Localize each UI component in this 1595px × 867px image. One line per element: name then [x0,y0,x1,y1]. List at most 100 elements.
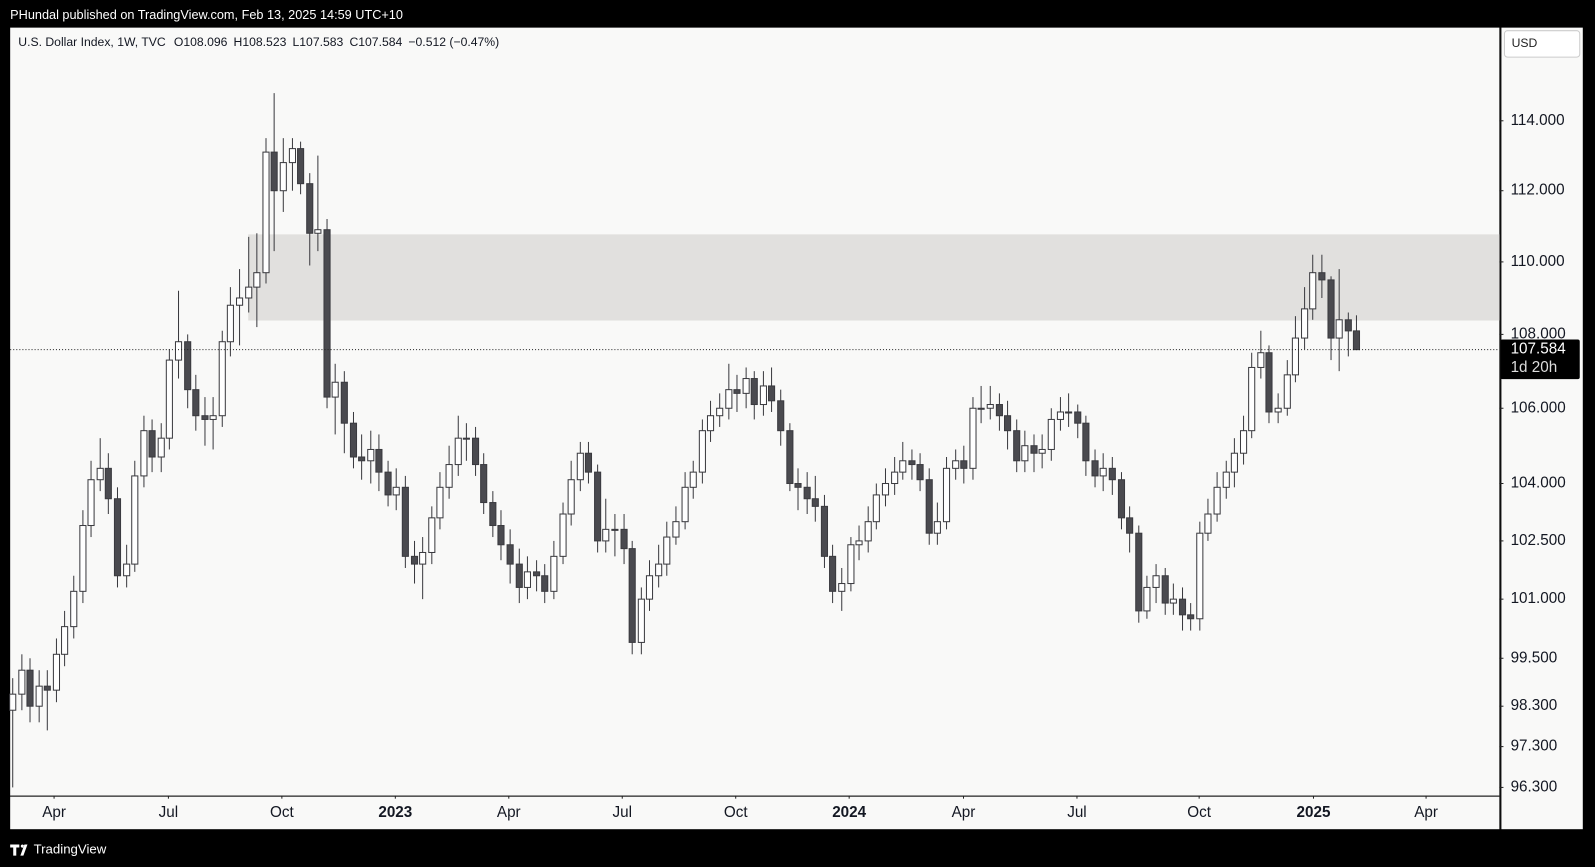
candle-body [986,404,994,409]
x-tick-label: Oct [724,804,748,821]
candle-body [1143,586,1151,612]
candle-body [314,229,322,234]
candle-body [1030,445,1038,454]
candle-body [811,498,819,507]
candle-body [584,452,593,473]
legend: U.S. Dollar Index, 1W, TVC O108.096 H108.5… [18,35,499,49]
candle-body [1003,415,1012,432]
candle-body [1021,445,1029,462]
candle-body [401,486,409,557]
candle-body [523,571,531,588]
y-tick-label: 108.000 [1511,325,1566,342]
y-tick-label: 97.300 [1511,738,1558,755]
candle-body [1335,319,1343,339]
candle-body [52,653,61,691]
candle-body [1230,452,1238,473]
candle-body [891,471,899,485]
candle-body [916,464,924,481]
candle-body [165,359,173,439]
footer-brand: TradingView [34,842,107,857]
y-tick-label: 101.000 [1511,590,1566,607]
y-tick-label: 102.500 [1511,532,1566,549]
candle-body [96,467,104,481]
candle-body [87,479,95,527]
last-price: 107.584 [1511,341,1567,358]
publisher-line: PHundal published on TradingView.com, Fe… [10,7,403,22]
candle-body [1283,374,1291,409]
candle-body [61,626,69,655]
candle-body [1091,460,1099,477]
y-tick-label: 112.000 [1511,182,1565,199]
candle-body [541,575,549,592]
candle-body [803,486,811,500]
candle-body [637,598,645,643]
candle-body [533,571,541,577]
candle-body [960,460,968,469]
symbol: U.S. Dollar Index, 1W, TVC [18,35,166,49]
price-axis [1501,27,1583,830]
candle-body [777,400,785,432]
candle-body [1038,448,1046,454]
candle-body [1352,330,1361,351]
candle-body [226,304,234,343]
candle-body [1239,430,1248,454]
candle-body [759,385,767,406]
x-tick-label: Jul [1067,804,1087,821]
candle-body [672,521,680,538]
candle-body [506,544,514,565]
candle-body [306,183,314,234]
candle-body [462,437,470,440]
x-tick-label: Apr [497,804,521,821]
candle-body [1248,366,1256,432]
candle-body [1065,411,1073,414]
candle-body [131,475,139,565]
candle-body [9,693,17,711]
candle-body [742,378,750,394]
candle-body [384,471,392,496]
candle-body [1161,575,1169,604]
candle-body [559,513,567,557]
legend-value: L107.583 [292,35,343,49]
candle-body [645,575,654,600]
legend-value: C107.584 [349,35,402,49]
candle-body [174,341,183,361]
candle-body [428,517,436,553]
candle-body [515,563,523,588]
x-tick-label: 2024 [832,804,866,821]
candle-body [489,502,497,527]
footer-logo [10,844,28,856]
candle-body [952,460,960,469]
candle-body [829,555,837,592]
candle-body [1013,430,1021,462]
legend-value: H108.523 [234,35,287,49]
candle-body [628,548,636,643]
countdown: 1d 20h [1511,359,1558,376]
candle-body [1126,517,1134,534]
candle-body [1318,272,1326,281]
candle-body [1082,422,1090,462]
candle-body [725,389,733,409]
candle-body [497,525,505,546]
candle-body [436,486,444,519]
candle-body [201,415,209,420]
candle-body [297,148,305,185]
candle-body [79,525,87,592]
candle-body [594,471,602,542]
candle-body [209,415,217,420]
candle-body [716,407,724,417]
candle-body [218,341,226,417]
candle-body [620,528,628,550]
candle-body [349,422,358,458]
candle-body [925,479,933,534]
candle-body [1327,279,1335,339]
candle-body [113,498,122,577]
currency-box[interactable] [1503,30,1581,58]
candle-body [454,437,462,466]
candle-body [18,669,26,695]
candle-body [262,151,270,274]
candle-body [602,528,610,542]
candle-body [358,456,366,462]
candle-body [768,385,776,402]
candle-body [245,286,253,299]
